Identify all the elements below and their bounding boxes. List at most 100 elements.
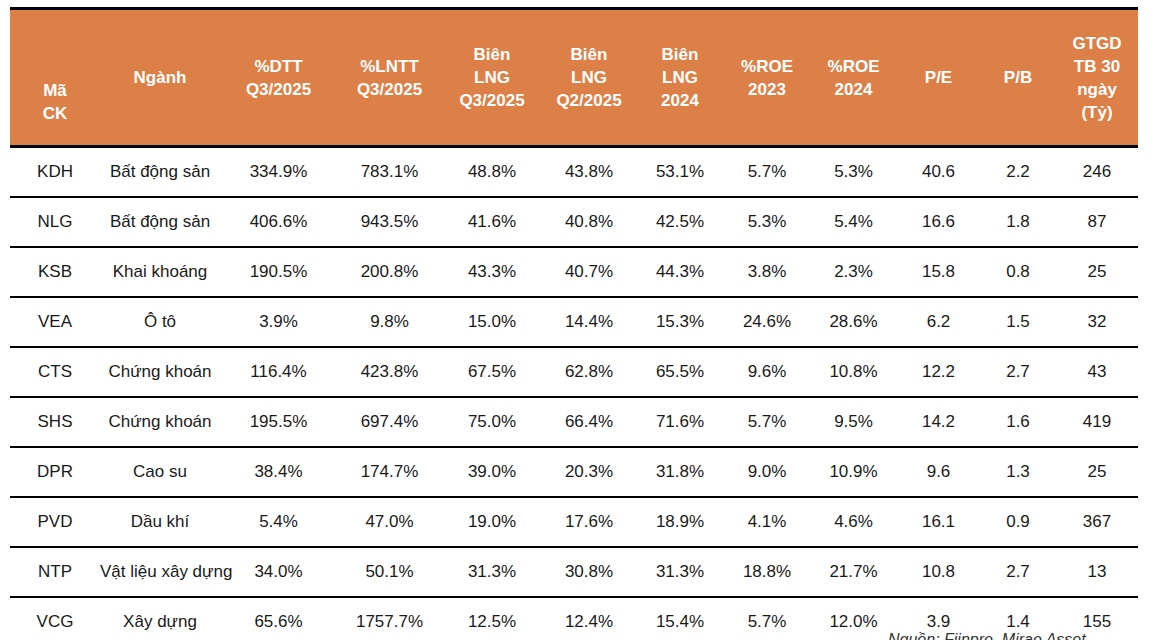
cell-pvd-pe: 16.1: [897, 497, 980, 547]
cell-pvd-ma-ck: PVD: [10, 497, 100, 547]
cell-vea-bien-lng-q2-2025: 14.4%: [542, 297, 636, 347]
cell-nlg-ma-ck: NLG: [10, 197, 100, 247]
cell-ntp-pe: 10.8: [897, 547, 980, 597]
table-row-cts: CTSChứng khoán116.4%423.8%67.5%62.8%65.5…: [10, 347, 1138, 397]
header-cell-ma-ck: Mã CK: [10, 9, 100, 147]
cell-nlg-roe-2024: 5.4%: [810, 197, 897, 247]
header-cell-roe-2024: %ROE 2024: [810, 9, 897, 147]
cell-kdh-bien-lng-q3-2025: 48.8%: [442, 147, 542, 198]
header-cell-nganh: Ngành: [100, 9, 220, 147]
cell-shs-lntt-q3-2025: 697.4%: [337, 397, 442, 447]
cell-cts-roe-2024: 10.8%: [810, 347, 897, 397]
cell-vea-ma-ck: VEA: [10, 297, 100, 347]
cell-ksb-gtgd: 25: [1056, 247, 1138, 297]
cell-shs-gtgd: 419: [1056, 397, 1138, 447]
cell-ntp-bien-lng-q2-2025: 30.8%: [542, 547, 636, 597]
cell-vea-bien-lng-q3-2025: 15.0%: [442, 297, 542, 347]
cell-ksb-dtt-q3-2025: 190.5%: [220, 247, 337, 297]
cell-nlg-lntt-q3-2025: 943.5%: [337, 197, 442, 247]
cell-cts-lntt-q3-2025: 423.8%: [337, 347, 442, 397]
cell-kdh-pe: 40.6: [897, 147, 980, 198]
cell-pvd-nganh: Dầu khí: [100, 497, 220, 547]
cell-dpr-bien-lng-q2-2025: 20.3%: [542, 447, 636, 497]
cell-vea-gtgd: 32: [1056, 297, 1138, 347]
table-row-nlg: NLGBất động sản406.6%943.5%41.6%40.8%42.…: [10, 197, 1138, 247]
cell-cts-nganh: Chứng khoán: [100, 347, 220, 397]
cell-kdh-bien-lng-q2-2025: 43.8%: [542, 147, 636, 198]
cell-nlg-roe-2023: 5.3%: [724, 197, 810, 247]
cell-ntp-roe-2024: 21.7%: [810, 547, 897, 597]
header-cell-bien-lng-q3-2025: Biên LNG Q3/2025: [442, 9, 542, 147]
cell-dpr-dtt-q3-2025: 38.4%: [220, 447, 337, 497]
cell-ksb-bien-lng-q2-2025: 40.7%: [542, 247, 636, 297]
cell-dpr-ma-ck: DPR: [10, 447, 100, 497]
cell-nlg-pe: 16.6: [897, 197, 980, 247]
cell-cts-dtt-q3-2025: 116.4%: [220, 347, 337, 397]
cell-dpr-bien-lng-2024: 31.8%: [636, 447, 724, 497]
table-header-row: Mã CKNgành%DTT Q3/2025%LNTT Q3/2025Biên …: [10, 9, 1138, 147]
table-header: Mã CKNgành%DTT Q3/2025%LNTT Q3/2025Biên …: [10, 9, 1138, 147]
source-note: Nguồn: Fiinpro, Mirae Asset: [888, 631, 1086, 640]
cell-ntp-bien-lng-2024: 31.3%: [636, 547, 724, 597]
header-cell-dtt-q3-2025: %DTT Q3/2025: [220, 9, 337, 147]
cell-vcg-ma-ck: VCG: [10, 597, 100, 640]
cell-vea-roe-2023: 24.6%: [724, 297, 810, 347]
cell-ntp-lntt-q3-2025: 50.1%: [337, 547, 442, 597]
cell-pvd-roe-2023: 4.1%: [724, 497, 810, 547]
cell-ntp-ma-ck: NTP: [10, 547, 100, 597]
cell-kdh-pb: 2.2: [980, 147, 1056, 198]
cell-nlg-bien-lng-q3-2025: 41.6%: [442, 197, 542, 247]
cell-vea-dtt-q3-2025: 3.9%: [220, 297, 337, 347]
cell-nlg-bien-lng-q2-2025: 40.8%: [542, 197, 636, 247]
cell-vcg-nganh: Xây dựng: [100, 597, 220, 640]
cell-shs-ma-ck: SHS: [10, 397, 100, 447]
cell-cts-bien-lng-q3-2025: 67.5%: [442, 347, 542, 397]
cell-dpr-pb: 1.3: [980, 447, 1056, 497]
cell-dpr-nganh: Cao su: [100, 447, 220, 497]
cell-pvd-bien-lng-q3-2025: 19.0%: [442, 497, 542, 547]
cell-shs-dtt-q3-2025: 195.5%: [220, 397, 337, 447]
cell-pvd-lntt-q3-2025: 47.0%: [337, 497, 442, 547]
table-row-shs: SHSChứng khoán195.5%697.4%75.0%66.4%71.6…: [10, 397, 1138, 447]
cell-ksb-ma-ck: KSB: [10, 247, 100, 297]
cell-kdh-dtt-q3-2025: 334.9%: [220, 147, 337, 198]
cell-vea-pe: 6.2: [897, 297, 980, 347]
cell-nlg-bien-lng-2024: 42.5%: [636, 197, 724, 247]
cell-ksb-bien-lng-2024: 44.3%: [636, 247, 724, 297]
header-cell-gtgd: GTGD TB 30 ngày (Tỷ): [1056, 9, 1138, 147]
cell-shs-bien-lng-2024: 71.6%: [636, 397, 724, 447]
cell-pvd-bien-lng-q2-2025: 17.6%: [542, 497, 636, 547]
cell-ksb-nganh: Khai khoáng: [100, 247, 220, 297]
cell-dpr-bien-lng-q3-2025: 39.0%: [442, 447, 542, 497]
cell-shs-roe-2024: 9.5%: [810, 397, 897, 447]
cell-shs-bien-lng-q3-2025: 75.0%: [442, 397, 542, 447]
cell-ksb-roe-2023: 3.8%: [724, 247, 810, 297]
cell-ksb-lntt-q3-2025: 200.8%: [337, 247, 442, 297]
cell-cts-pb: 2.7: [980, 347, 1056, 397]
cell-ntp-roe-2023: 18.8%: [724, 547, 810, 597]
cell-pvd-dtt-q3-2025: 5.4%: [220, 497, 337, 547]
cell-cts-pe: 12.2: [897, 347, 980, 397]
cell-ntp-bien-lng-q3-2025: 31.3%: [442, 547, 542, 597]
cell-nlg-pb: 1.8: [980, 197, 1056, 247]
cell-kdh-roe-2023: 5.7%: [724, 147, 810, 198]
cell-nlg-dtt-q3-2025: 406.6%: [220, 197, 337, 247]
cell-nlg-nganh: Bất động sản: [100, 197, 220, 247]
cell-vcg-roe-2023: 5.7%: [724, 597, 810, 640]
table-row-ntp: NTPVật liệu xây dựng34.0%50.1%31.3%30.8%…: [10, 547, 1138, 597]
table-row-pvd: PVDDầu khí5.4%47.0%19.0%17.6%18.9%4.1%4.…: [10, 497, 1138, 547]
cell-kdh-lntt-q3-2025: 783.1%: [337, 147, 442, 198]
header-cell-pb: P/B: [980, 9, 1056, 147]
cell-kdh-bien-lng-2024: 53.1%: [636, 147, 724, 198]
cell-dpr-roe-2024: 10.9%: [810, 447, 897, 497]
table-row-dpr: DPRCao su38.4%174.7%39.0%20.3%31.8%9.0%1…: [10, 447, 1138, 497]
cell-pvd-pb: 0.9: [980, 497, 1056, 547]
header-cell-lntt-q3-2025: %LNTT Q3/2025: [337, 9, 442, 147]
cell-ntp-pb: 2.7: [980, 547, 1056, 597]
cell-shs-bien-lng-q2-2025: 66.4%: [542, 397, 636, 447]
cell-ntp-gtgd: 13: [1056, 547, 1138, 597]
cell-kdh-ma-ck: KDH: [10, 147, 100, 198]
cell-kdh-roe-2024: 5.3%: [810, 147, 897, 198]
cell-pvd-bien-lng-2024: 18.9%: [636, 497, 724, 547]
cell-cts-ma-ck: CTS: [10, 347, 100, 397]
